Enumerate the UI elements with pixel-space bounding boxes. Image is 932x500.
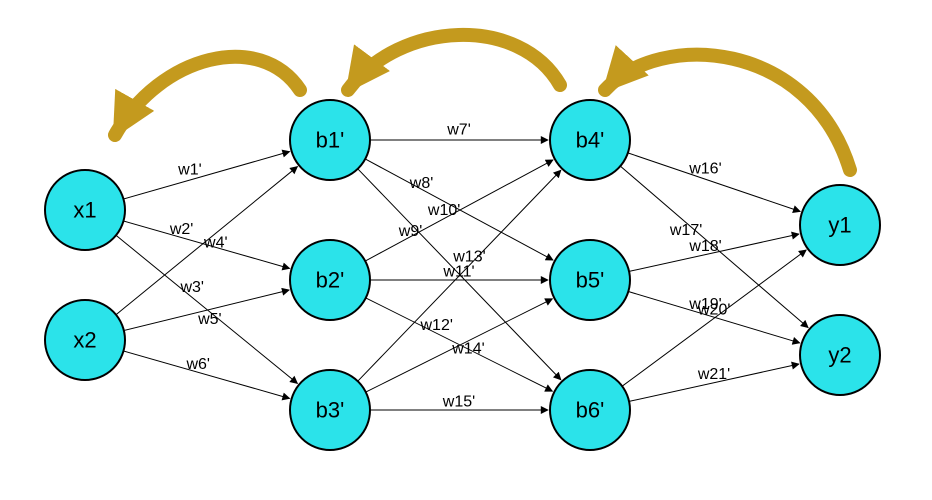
node-b4: b4' — [550, 100, 630, 180]
edge-label: w6' — [185, 356, 210, 373]
edge-label: w17' — [669, 222, 702, 239]
node-x1: x1 — [45, 170, 125, 250]
network-diagram: x1 x2 b1' b2' b3' b4' b5' b6' y1 y2 w1' w2' w3' w4' w5… — [0, 0, 932, 500]
node-label: b2' — [316, 268, 345, 293]
edge-label: w15' — [442, 394, 475, 411]
node-label: b1' — [316, 128, 345, 153]
node-b6: b6' — [550, 370, 630, 450]
node-label: y2 — [828, 343, 851, 368]
back-arrows-layer — [115, 35, 850, 170]
node-y2: y2 — [800, 315, 880, 395]
edge-label: w2' — [169, 221, 194, 238]
edge-label: w20' — [697, 302, 730, 319]
node-label: b4' — [576, 128, 605, 153]
node-b5: b5' — [550, 240, 630, 320]
backprop-arrow-1 — [348, 35, 560, 90]
edge-label: w5' — [197, 311, 222, 328]
node-label: b3' — [316, 398, 345, 423]
edge-label: w3' — [179, 279, 204, 296]
edge-label: w9' — [398, 223, 423, 240]
edge-label: w11' — [442, 264, 474, 281]
edge-label: w1' — [177, 162, 202, 179]
edge-label: w12' — [420, 317, 453, 334]
node-label: y1 — [828, 213, 851, 238]
edge-label: w16' — [688, 161, 721, 178]
node-x2: x2 — [45, 300, 125, 380]
node-label: x1 — [73, 198, 96, 223]
node-label: b6' — [576, 398, 605, 423]
edge-x1-b1 — [123, 152, 289, 199]
node-b3: b3' — [290, 370, 370, 450]
backprop-arrow-2 — [115, 57, 300, 135]
node-y1: y1 — [800, 185, 880, 265]
edge-label: w7' — [446, 122, 471, 139]
edge-label: w13' — [452, 249, 485, 266]
backprop-arrow-0 — [605, 55, 850, 170]
node-b1: b1' — [290, 100, 370, 180]
node-label: x2 — [73, 328, 96, 353]
edge-label: w21' — [697, 366, 730, 383]
edge-label: w4' — [203, 235, 228, 252]
edge-label: w14' — [451, 340, 484, 357]
node-b2: b2' — [290, 240, 370, 320]
edge-label: w10' — [427, 202, 460, 219]
node-label: b5' — [576, 268, 605, 293]
edge-label: w18' — [688, 238, 721, 255]
edge-labels-layer: w1' w2' w3' w4' w5' w6' w7' w8' w9'w10' w11' w12' w… — [169, 122, 731, 411]
edge-label: w8' — [409, 175, 434, 192]
